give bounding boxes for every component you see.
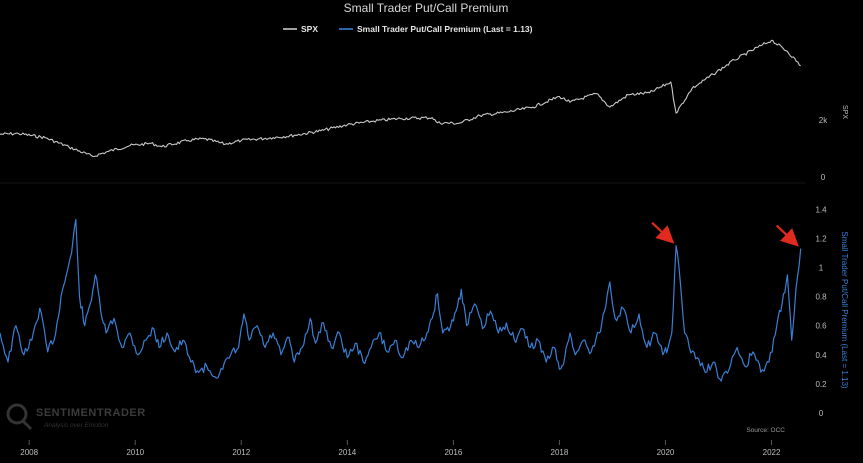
x-tick-label: 2008: [20, 448, 38, 457]
premium-tick-label: 0.2: [815, 380, 827, 389]
premium-axis: 1.4 1.2 1 0.8 0.6 0.4 0.2 0: [815, 205, 827, 418]
watermark: SENTIMENTRADER Analysis over Emotion: [6, 403, 146, 431]
source-note: Source: OCC: [746, 427, 785, 434]
watermark-magnifier-icon: [6, 403, 28, 425]
annotations: [651, 221, 799, 247]
premium-axis-title: Small Trader Put/Call Premium (Last = 1.…: [840, 231, 849, 389]
x-tick-label: 2014: [338, 448, 356, 457]
legend-label-premium: Small Trader Put/Call Premium (Last = 1.…: [357, 24, 533, 34]
x-tick-label: 2012: [232, 448, 250, 457]
x-tick-label: 2010: [126, 448, 144, 457]
spx-tick-label: 0: [821, 173, 826, 182]
premium-tick-label: 0.8: [815, 293, 827, 302]
series-line-premium: [0, 218, 802, 382]
premium-tick-label: 0.4: [815, 351, 827, 360]
spx-axis-title: SPX: [841, 105, 848, 119]
x-tick-label: 2020: [657, 448, 675, 457]
premium-tick-label: 1.4: [815, 205, 827, 214]
x-tick-label: 2018: [551, 448, 569, 457]
x-axis: 2008 2010 2012 2014 2016 2018 2020 2022: [20, 440, 781, 457]
x-tick-label: 2016: [444, 448, 462, 457]
watermark-tagline: Analysis over Emotion: [43, 422, 109, 429]
legend-label-spx: SPX: [301, 24, 318, 34]
watermark-handle: [21, 419, 33, 431]
x-tick-label: 2022: [763, 448, 781, 457]
annotation-arrow-2: [775, 224, 799, 247]
spx-axis: 2k 0: [819, 116, 828, 182]
premium-tick-label: 1.2: [815, 234, 827, 243]
legend: SPX Small Trader Put/Call Premium (Last …: [283, 24, 533, 34]
premium-tick-label: 0.6: [815, 322, 827, 331]
series-line-spx: [0, 39, 801, 158]
watermark-name: SENTIMENTRADER: [36, 407, 146, 419]
annotation-arrow-1: [651, 221, 675, 244]
premium-tick-label: 0: [819, 409, 824, 418]
spx-tick-label: 2k: [819, 116, 828, 125]
chart-title: Small Trader Put/Call Premium: [344, 1, 509, 15]
premium-tick-label: 1: [819, 263, 824, 272]
